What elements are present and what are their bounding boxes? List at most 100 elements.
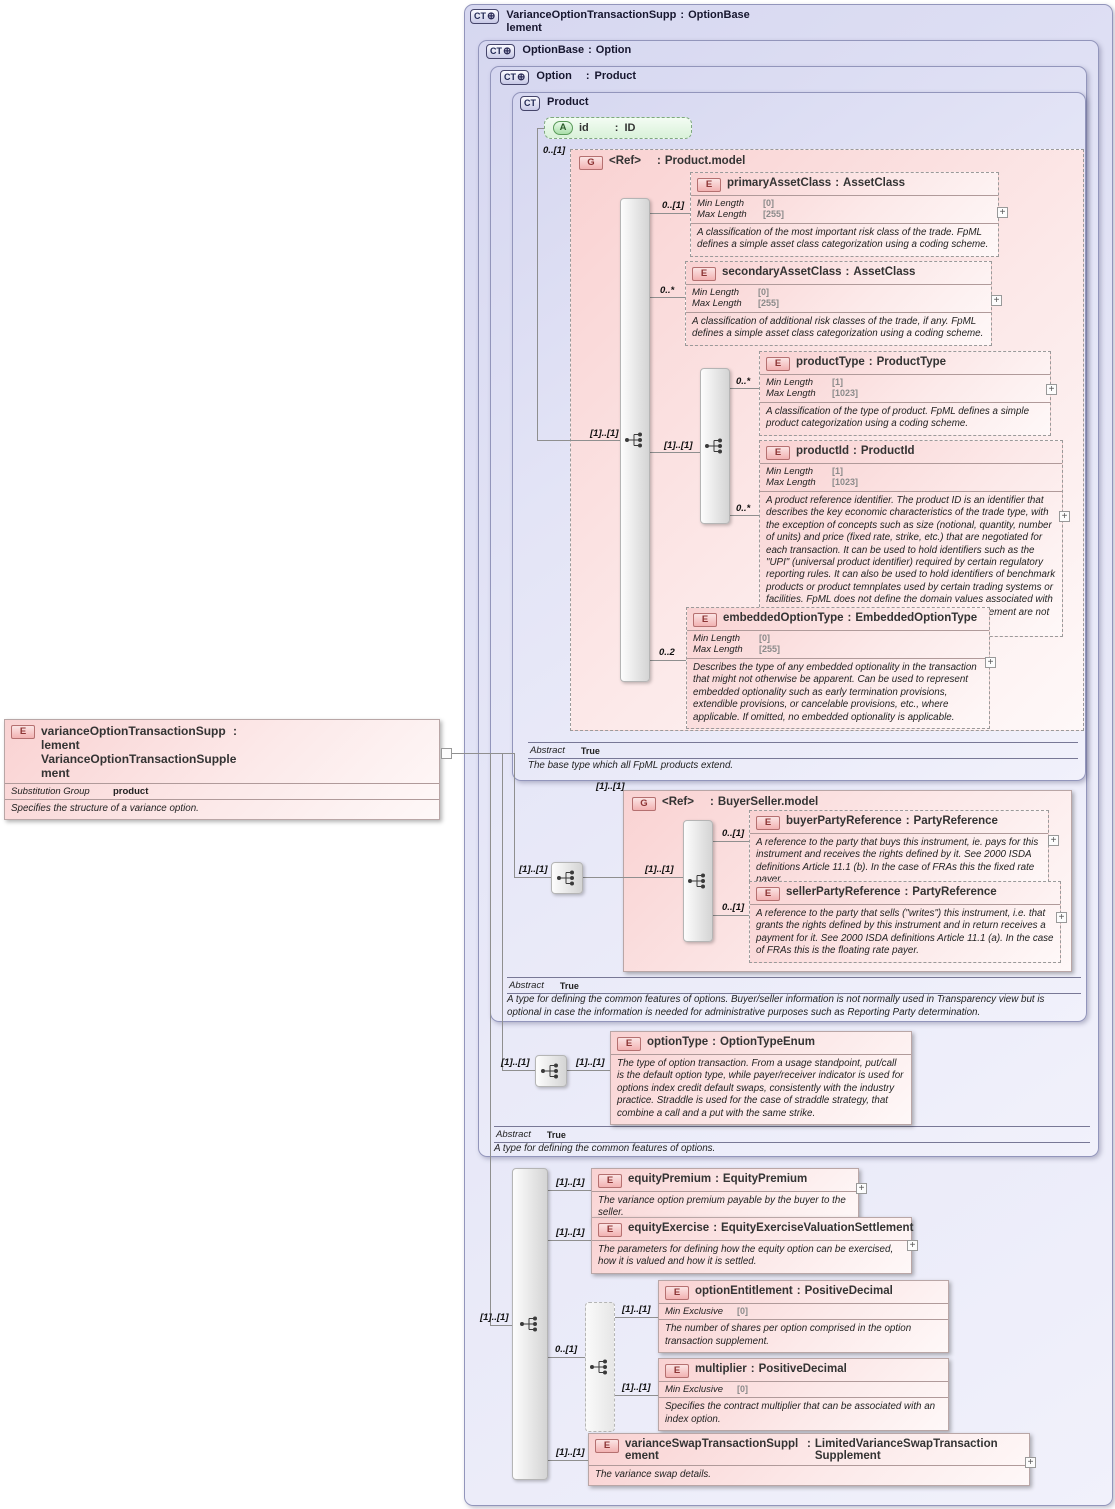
cardinality-label: 0..[1]	[662, 200, 685, 211]
connector	[565, 1070, 610, 1071]
group-icon: G	[632, 797, 656, 811]
connector	[728, 388, 759, 389]
complex-type-icon: CT	[520, 96, 540, 111]
sequence-indicator	[620, 198, 650, 682]
expand-icon[interactable]: +	[991, 295, 1002, 306]
cardinality-label: [1]..[1]	[664, 440, 693, 451]
element-icon: E	[756, 816, 780, 830]
cardinality-label: 0..*	[660, 285, 675, 296]
sequence-icon	[541, 1063, 558, 1079]
connector	[648, 213, 690, 214]
cardinality-label: [1]..[1]	[622, 1382, 651, 1393]
cardinality-label: 0..2	[659, 647, 675, 658]
expand-icon[interactable]: +	[1025, 1457, 1036, 1468]
cardinality-label: 0..[1]	[722, 902, 745, 913]
cardinality-label: [1]..[1]	[645, 864, 674, 875]
expand-icon[interactable]: +	[1059, 511, 1070, 522]
option-base-description: A type for defining the common features …	[494, 1143, 716, 1154]
expand-icon[interactable]: +	[907, 1240, 918, 1251]
cardinality-label: [1]..[1]	[519, 864, 548, 875]
sequence-indicator	[535, 1055, 567, 1087]
connector	[546, 1460, 588, 1461]
connector	[452, 753, 514, 754]
cardinality-label: [1]..[1]	[556, 1177, 585, 1188]
connector	[648, 297, 685, 298]
element-icon: E	[665, 1286, 689, 1300]
element-icon: E	[617, 1037, 641, 1051]
sequence-icon	[557, 870, 574, 886]
element-icon: E	[595, 1439, 619, 1453]
complex-type-icon: CT ⊕	[500, 70, 530, 85]
connector	[537, 440, 620, 441]
cardinality-label: [1]..[1]	[556, 1447, 585, 1458]
connector	[581, 877, 683, 878]
option-description: A type for defining the common features …	[507, 994, 1045, 1018]
expand-icon[interactable]: +	[1056, 912, 1067, 923]
cardinality-label: 0..[1]	[722, 828, 745, 839]
sequence-indicator	[700, 368, 730, 524]
panel-title-option-base: CT ⊕ OptionBase: Option	[486, 44, 631, 59]
connector	[546, 1357, 585, 1358]
sequence-icon	[625, 432, 642, 448]
element-icon: E	[697, 178, 721, 192]
cardinality-label: [1]..[1]	[596, 781, 625, 792]
extension-icon: ⊕	[517, 71, 526, 83]
cardinality-label: [1]..[1]	[501, 1057, 530, 1068]
abstract-row-product: Abstract True	[528, 742, 1078, 759]
sequence-icon	[688, 873, 705, 889]
connector	[648, 660, 686, 661]
connector	[728, 515, 759, 516]
extension-icon: ⊕	[503, 45, 512, 57]
expand-icon[interactable]: +	[985, 657, 996, 668]
cardinality-label: [1]..[1]	[622, 1304, 651, 1315]
connector	[537, 128, 538, 440]
element-icon: E	[693, 613, 717, 627]
element-icon: E	[598, 1174, 622, 1188]
cardinality-label: 0..*	[736, 503, 751, 514]
element-icon: E	[11, 725, 35, 739]
connector	[546, 1240, 591, 1241]
connector	[537, 128, 544, 129]
expand-icon[interactable]: +	[997, 207, 1008, 218]
cardinality-label: 0..*	[736, 376, 751, 387]
group-icon: G	[579, 156, 603, 170]
sequence-icon	[705, 438, 722, 454]
connector	[490, 1325, 512, 1326]
panel-title-option: CT ⊕ Option: Product	[500, 70, 636, 85]
connector	[613, 1317, 658, 1318]
expand-icon[interactable]: +	[1046, 384, 1057, 395]
sequence-indicator	[683, 820, 713, 942]
connector	[613, 1395, 658, 1396]
abstract-row-option: Abstract True	[507, 977, 1081, 994]
connector	[502, 753, 503, 1070]
sequence-indicator	[585, 1302, 615, 1432]
expand-icon[interactable]: +	[856, 1183, 867, 1194]
panel-title-variance-option: CT ⊕ VarianceOptionTransactionSupplement:…	[470, 9, 750, 34]
abstract-row-option-base: Abstract True	[494, 1126, 1090, 1143]
attribute-icon: A	[553, 121, 573, 135]
attribute-id: A id: ID	[544, 117, 692, 139]
connector	[514, 753, 515, 877]
connector	[648, 452, 700, 453]
element-icon: E	[598, 1223, 622, 1237]
cardinality-label: 0..[1]	[543, 145, 566, 156]
cardinality-label: [1]..[1]	[480, 1312, 509, 1323]
cardinality-label: 0..[1]	[555, 1344, 578, 1355]
extension-icon: ⊕	[487, 10, 496, 22]
sequence-indicator	[512, 1168, 548, 1480]
sequence-indicator	[551, 862, 583, 894]
collapse-toggle[interactable]	[441, 748, 452, 759]
expand-icon[interactable]: +	[1048, 835, 1059, 846]
cardinality-label: [1]..[1]	[556, 1227, 585, 1238]
